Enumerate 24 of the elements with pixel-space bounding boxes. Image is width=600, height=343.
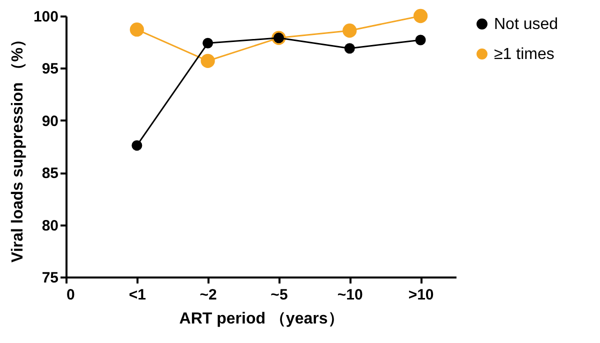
y-tick-label: 95: [42, 60, 58, 78]
y-axis-title: Viral loads suppression （%）: [9, 32, 26, 262]
point: [130, 22, 144, 37]
legend-label: ≥1 times: [494, 46, 554, 63]
point: [200, 54, 215, 68]
point: [132, 140, 142, 151]
x-axis-title: ART period （years）: [179, 310, 344, 328]
x-tick-label: >10: [408, 286, 434, 304]
y-tick-label: 90: [42, 112, 58, 130]
legend-label: Not used: [494, 16, 558, 33]
x-tick-label: ~2: [200, 286, 217, 304]
x-tick-label: ~5: [270, 286, 288, 304]
y-tick-label: 75: [42, 270, 58, 286]
x-tick-label: <1: [128, 286, 146, 304]
point: [344, 43, 355, 54]
point: [415, 34, 426, 46]
point: [202, 38, 214, 48]
y-tick-label: 85: [42, 165, 58, 182]
y-tick-label: 100: [33, 8, 58, 26]
y-tick-label: 80: [42, 217, 58, 234]
x-tick-label: 0: [66, 286, 75, 304]
point: [413, 8, 428, 24]
point: [342, 24, 357, 38]
x-tick-label: ~10: [337, 286, 363, 304]
